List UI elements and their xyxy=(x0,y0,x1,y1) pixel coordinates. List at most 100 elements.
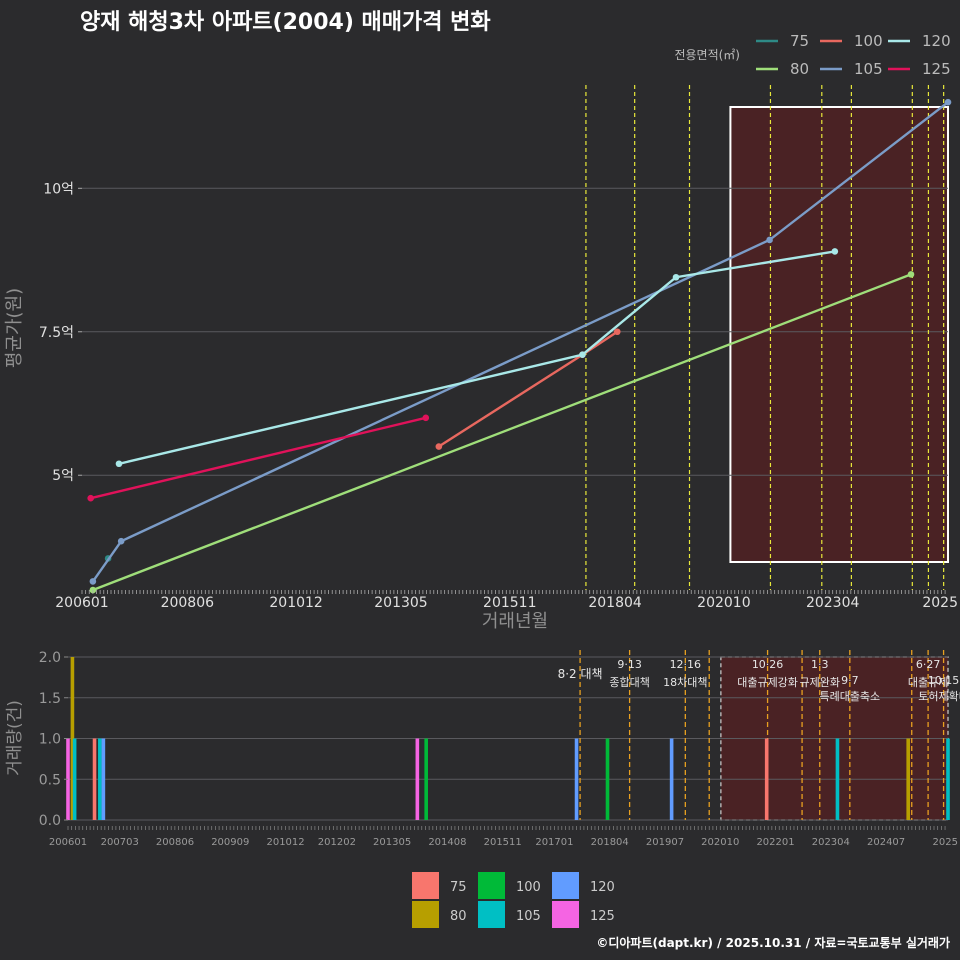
volume-x-tick-label: 201408 xyxy=(428,837,466,848)
volume-bar-105 xyxy=(946,738,950,820)
volume-bar-100 xyxy=(424,738,428,820)
data-point-100 xyxy=(435,443,443,450)
data-point-100 xyxy=(613,328,621,336)
volume-bar-105 xyxy=(835,738,840,820)
price-chart: 200601 200806 201012 201305 201511 201804 2020… xyxy=(4,85,958,632)
legend-label-100: 100 xyxy=(854,32,883,50)
legend-label-75: 75 xyxy=(450,880,467,895)
volume-x-tick-label: 202201 xyxy=(756,837,794,848)
y-tick-label: 5억 xyxy=(52,468,74,484)
volume-bar-120 xyxy=(101,738,106,820)
policy-annotation-name: 종합대책 xyxy=(609,676,649,689)
legend-label-105: 105 xyxy=(854,60,883,78)
legend-label-120: 120 xyxy=(590,880,615,895)
volume-chart: 8·2 대책 9·13 종합대책 12·16 18차대책 10·26 대출규제강화 1·3 규제… xyxy=(5,650,960,848)
policy-annotation-name: 규제완화 xyxy=(800,676,840,689)
x-tick-label: 201511 xyxy=(483,595,536,611)
volume-x-tick-label: 202304 xyxy=(812,837,850,848)
policy-annotation-name: 특례대출축소 xyxy=(819,690,880,703)
legend-label-125: 125 xyxy=(590,909,615,924)
series-line-125 xyxy=(90,416,427,500)
x-tick-label: 201804 xyxy=(588,595,642,611)
x-tick-label: 200601 xyxy=(55,595,108,611)
legend-label-100: 100 xyxy=(516,880,541,895)
legend-label-80: 80 xyxy=(450,909,467,924)
policy-annotation-date: 6·27 xyxy=(916,658,941,671)
volume-y-tick-label: 1.5 xyxy=(39,691,61,707)
volume-x-tick-label: 201701 xyxy=(535,837,573,848)
volume-bar-120 xyxy=(574,738,579,820)
volume-y-tick-label: 0.0 xyxy=(39,813,61,829)
data-point-120 xyxy=(831,248,839,255)
x-tick-label: 2025 xyxy=(922,595,958,611)
volume-bar-80 xyxy=(70,657,75,820)
x-tick-label: 201305 xyxy=(374,595,427,611)
legend-swatch-80 xyxy=(412,901,439,928)
volume-y-tick-label: 0.5 xyxy=(39,772,61,788)
volume-bar-75 xyxy=(764,738,769,820)
y-tick-label: 10억 xyxy=(43,181,74,197)
volume-y-axis-label: 거래량(건) xyxy=(5,700,25,776)
data-point-105 xyxy=(766,236,773,244)
policy-annotation-name: 대출규제 xyxy=(908,676,948,689)
series-line-80 xyxy=(92,273,912,592)
policy-annotation-date: 12·16 xyxy=(670,658,702,671)
series-line-105 xyxy=(91,101,949,583)
volume-x-tick-label: 202407 xyxy=(867,837,905,848)
volume-x-tick-label: 201511 xyxy=(484,837,522,848)
volume-bar-120 xyxy=(669,738,674,820)
x-tick-label: 202010 xyxy=(697,595,750,611)
legend-label-125: 125 xyxy=(922,60,951,78)
volume-bar-75 xyxy=(92,738,97,820)
legend-swatch-120 xyxy=(552,872,579,899)
x-tick-label: 200806 xyxy=(161,595,215,611)
series-line-120 xyxy=(118,250,836,465)
legend-swatch-100 xyxy=(478,872,505,899)
legend-swatch-75 xyxy=(412,872,439,899)
volume-x-tick-label: 201012 xyxy=(266,837,304,848)
x-axis-label: 거래년월 xyxy=(482,611,548,632)
policy-annotation-date: 9·7 xyxy=(841,674,859,687)
volume-bar-105 xyxy=(72,738,77,820)
x-tick-label: 202304 xyxy=(806,595,860,611)
policy-annotation-date: 10·26 xyxy=(752,658,784,671)
data-point-120 xyxy=(672,273,680,281)
legend-swatch-125 xyxy=(552,901,579,928)
legend-label-105: 105 xyxy=(516,909,541,924)
highlight-box-top xyxy=(729,106,949,563)
y-axis-label: 평균가(원) xyxy=(4,288,25,368)
top-legend: 전용면적(㎡) 75 100 120 80 105 125 xyxy=(674,32,950,78)
policy-annotation-date: 9·13 xyxy=(617,658,642,671)
volume-bar-100 xyxy=(605,738,610,820)
policy-annotation-date: 10·15 xyxy=(928,674,960,687)
volume-x-tick-label: 200703 xyxy=(101,837,139,848)
x-tick-label: 201012 xyxy=(269,595,322,611)
volume-x-tick-label: 201804 xyxy=(591,837,629,848)
volume-x-tick-label: 2025 xyxy=(933,837,958,848)
volume-bar-80 xyxy=(906,738,911,820)
volume-x-tick-label: 200806 xyxy=(156,837,194,848)
policy-annotation: 8·2 대책 xyxy=(558,666,603,681)
volume-x-tick-label: 200601 xyxy=(49,837,87,848)
legend-title: 전용면적(㎡) xyxy=(674,48,740,62)
legend-label-80: 80 xyxy=(790,60,809,78)
bottom-legend: 75 100 120 80 105 125 xyxy=(412,872,615,928)
policy-annotation-date: 1·3 xyxy=(811,658,829,671)
data-point-120 xyxy=(115,460,123,468)
data-point-105 xyxy=(117,537,125,545)
volume-x-tick-label: 202010 xyxy=(701,837,739,848)
chart-title: 양재 해청3차 아파트(2004) 매매가격 변화 xyxy=(80,10,491,35)
data-point-125 xyxy=(87,494,95,502)
data-point-105 xyxy=(89,578,97,585)
volume-x-tick-label: 200909 xyxy=(211,837,249,848)
volume-x-tick-label: 201305 xyxy=(373,837,411,848)
volume-y-tick-label: 2.0 xyxy=(39,650,61,666)
data-point-125 xyxy=(422,414,430,422)
volume-y-tick-label: 1.0 xyxy=(39,732,61,748)
data-point-105 xyxy=(944,98,952,106)
policy-annotation-name: 토허제확대 xyxy=(918,690,960,703)
volume-bar-105 xyxy=(98,738,102,820)
footer-credit: ©디아파트(dapt.kr) / 2025.10.31 / 자료=국토교통부 실… xyxy=(596,935,950,950)
volume-bar-125 xyxy=(415,738,420,820)
